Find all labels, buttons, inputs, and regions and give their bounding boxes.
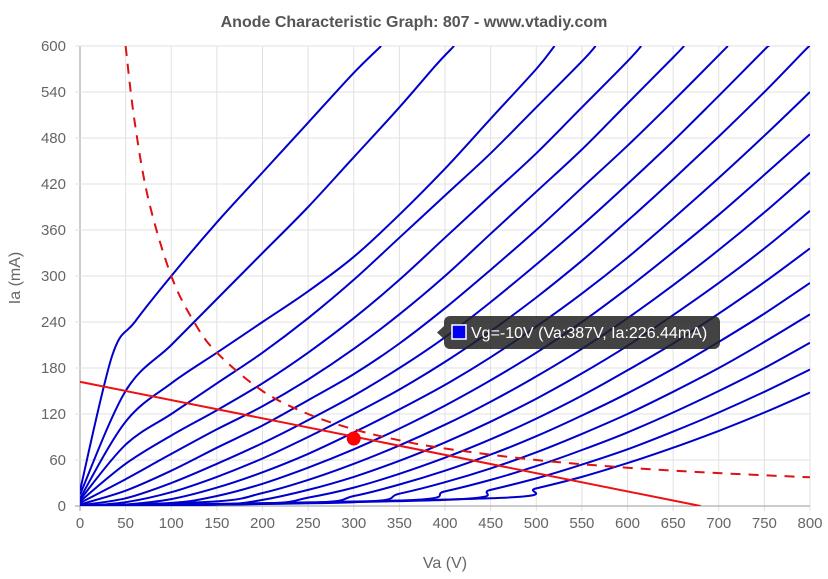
x-tick-label: 550 xyxy=(569,515,594,532)
y-tick-label: 540 xyxy=(41,84,66,101)
y-tick-label: 420 xyxy=(41,176,66,193)
x-tick-label: 50 xyxy=(117,515,134,532)
operating-point[interactable] xyxy=(346,431,361,446)
x-tick-label: 0 xyxy=(76,515,84,532)
overlays xyxy=(80,46,810,506)
max-dissipation-curve xyxy=(124,46,810,479)
x-tick-label: 400 xyxy=(432,515,457,532)
tooltip-text: Vg=-10V (Va:387V, Ia:226.44mA) xyxy=(471,325,707,342)
curve-vg-50 xyxy=(80,133,810,506)
x-tick-label: 350 xyxy=(387,515,412,532)
x-tick-label: 150 xyxy=(204,515,229,532)
curve-vg-35 xyxy=(80,46,771,506)
curve-vg-55 xyxy=(80,171,810,506)
curve-vg-10 xyxy=(80,46,556,499)
y-tick-label: 0 xyxy=(58,498,66,515)
x-tick-label: 650 xyxy=(661,515,686,532)
x-axis-label: Va (V) xyxy=(423,555,467,572)
curve-vg-60 xyxy=(80,210,810,506)
x-tick-label: 600 xyxy=(615,515,640,532)
chart-title: Anode Characteristic Graph: 807 - www.vt… xyxy=(221,14,608,31)
curve-vg-30 xyxy=(80,46,729,506)
y-tick-label: 120 xyxy=(41,406,66,423)
curve-vg-90 xyxy=(80,391,810,506)
load-line xyxy=(80,380,701,506)
tooltip-swatch xyxy=(451,324,467,340)
x-tick-label: 450 xyxy=(478,515,503,532)
x-tick-label: 250 xyxy=(296,515,321,532)
y-axis-label: Ia (mA) xyxy=(7,252,24,304)
x-tick-label: 750 xyxy=(752,515,777,532)
grid-voltage-curves xyxy=(80,46,810,506)
x-tick-label: 300 xyxy=(341,515,366,532)
y-tick-label: 300 xyxy=(41,268,66,285)
tooltip-caret xyxy=(437,326,444,339)
curve-vg-5 xyxy=(80,46,455,495)
axis-ticks: 0 50 100 150 200 250 300 350 400 450 500 550 600 650 7… xyxy=(41,38,823,532)
y-tick-label: 480 xyxy=(41,130,66,147)
tooltip: Vg=-10V (Va:387V, Ia:226.44mA) xyxy=(437,316,720,349)
y-tick-label: 600 xyxy=(41,38,66,55)
x-tick-label: 200 xyxy=(250,515,275,532)
curve-vg-25 xyxy=(80,46,685,504)
x-tick-label: 100 xyxy=(159,515,184,532)
x-tick-label: 700 xyxy=(706,515,731,532)
tooltip-background xyxy=(444,316,720,349)
curve-vg-20 xyxy=(80,46,642,503)
curve-vg-45 xyxy=(80,91,810,506)
y-tick-label: 360 xyxy=(41,222,66,239)
y-tick-label: 60 xyxy=(49,452,66,469)
x-tick-label: 500 xyxy=(524,515,549,532)
x-tick-label: 800 xyxy=(797,515,822,532)
y-tick-label: 180 xyxy=(41,360,66,377)
curve-vg-15 xyxy=(80,46,597,501)
curve-vg0 xyxy=(80,46,382,491)
y-tick-label: 240 xyxy=(41,314,66,331)
